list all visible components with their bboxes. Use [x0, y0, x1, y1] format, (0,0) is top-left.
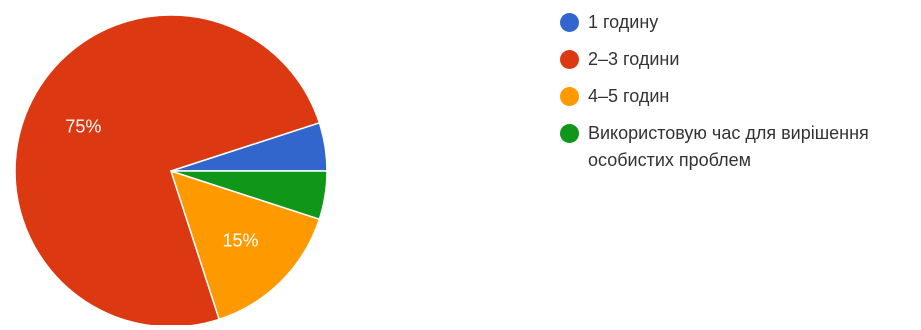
legend-item-4-5-hours[interactable]: 4–5 годин — [560, 83, 921, 110]
pie-slices — [14, 14, 328, 328]
legend-label: 1 годину — [588, 12, 659, 32]
legend: 1 годину 2–3 години 4–5 годин Використов… — [560, 9, 921, 184]
legend-swatch-green — [560, 124, 579, 143]
legend-label: Використовую час для вирішення особистих… — [588, 123, 869, 170]
legend-item-1-hour[interactable]: 1 годину — [560, 9, 921, 36]
legend-swatch-red — [560, 50, 579, 69]
pie-slice-4[interactable] — [170, 170, 328, 221]
legend-item-2-3-hours[interactable]: 2–3 години — [560, 46, 921, 73]
pie-data-label-3: 15% — [222, 230, 258, 250]
legend-label: 2–3 години — [588, 49, 680, 69]
pie-slice-2[interactable] — [14, 14, 321, 328]
legend-item-personal-problems[interactable]: Використовую час для вирішення особистих… — [560, 120, 921, 174]
pie-data-labels: 75% 15% — [65, 116, 258, 250]
legend-label: 4–5 годин — [588, 86, 670, 106]
legend-swatch-blue — [560, 13, 579, 32]
pie-data-label-2: 75% — [65, 116, 101, 136]
pie-slice-3[interactable] — [169, 169, 321, 321]
legend-swatch-orange — [560, 87, 579, 106]
